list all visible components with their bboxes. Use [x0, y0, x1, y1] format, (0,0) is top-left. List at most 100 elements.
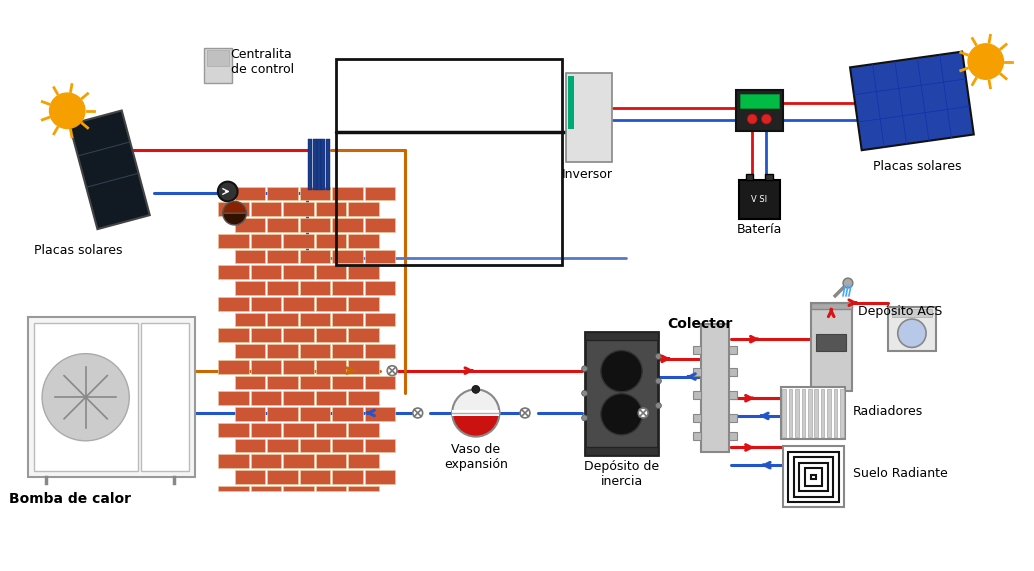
- Bar: [694, 368, 701, 376]
- Bar: [332, 312, 363, 327]
- Bar: [817, 333, 846, 352]
- Wedge shape: [452, 413, 499, 437]
- Bar: [365, 218, 395, 232]
- Bar: [789, 389, 792, 437]
- Text: Inversor: Inversor: [561, 168, 612, 181]
- Bar: [300, 281, 330, 295]
- Bar: [332, 281, 363, 295]
- Bar: [365, 344, 395, 358]
- Bar: [315, 423, 346, 437]
- Bar: [235, 281, 265, 295]
- Bar: [315, 297, 346, 311]
- Circle shape: [656, 353, 662, 359]
- Bar: [251, 297, 281, 311]
- Circle shape: [843, 278, 853, 288]
- Bar: [348, 455, 378, 468]
- Bar: [795, 389, 798, 437]
- Bar: [365, 250, 395, 263]
- Bar: [283, 234, 314, 248]
- Bar: [251, 234, 281, 248]
- Bar: [801, 389, 805, 437]
- Bar: [799, 463, 827, 491]
- Bar: [783, 389, 786, 437]
- Bar: [729, 432, 736, 440]
- Bar: [283, 297, 314, 311]
- Bar: [567, 73, 612, 162]
- Bar: [218, 391, 249, 405]
- Bar: [218, 360, 249, 373]
- Circle shape: [50, 93, 85, 128]
- Circle shape: [218, 182, 238, 202]
- Bar: [283, 360, 314, 373]
- Bar: [312, 139, 316, 191]
- Bar: [251, 328, 281, 342]
- Circle shape: [761, 114, 771, 124]
- Bar: [267, 470, 298, 484]
- Bar: [840, 389, 844, 437]
- Bar: [315, 266, 346, 279]
- Bar: [783, 447, 844, 508]
- Bar: [251, 455, 281, 468]
- Bar: [300, 376, 330, 389]
- Bar: [348, 328, 378, 342]
- Bar: [348, 266, 378, 279]
- Bar: [694, 414, 701, 422]
- Bar: [827, 389, 830, 437]
- Bar: [738, 180, 780, 219]
- Polygon shape: [850, 51, 974, 150]
- Bar: [251, 202, 281, 216]
- Bar: [267, 187, 298, 200]
- Text: V SI: V SI: [752, 195, 767, 204]
- Bar: [326, 139, 330, 191]
- Bar: [235, 407, 265, 421]
- Bar: [300, 344, 330, 358]
- Bar: [694, 391, 701, 399]
- Circle shape: [968, 44, 1003, 79]
- Bar: [584, 332, 659, 340]
- Wedge shape: [222, 202, 246, 213]
- Text: Suelo Radiante: Suelo Radiante: [853, 467, 947, 480]
- Bar: [315, 455, 346, 468]
- Bar: [804, 468, 822, 485]
- Bar: [694, 432, 701, 440]
- Bar: [267, 344, 298, 358]
- Bar: [833, 389, 838, 437]
- Bar: [207, 50, 229, 66]
- Circle shape: [582, 415, 587, 421]
- Text: Vaso de
expansión: Vaso de expansión: [444, 443, 508, 471]
- Text: Bomba de calor: Bomba de calor: [9, 492, 131, 506]
- Bar: [811, 303, 852, 391]
- Bar: [365, 439, 395, 452]
- Bar: [315, 486, 346, 490]
- Bar: [235, 218, 265, 232]
- Bar: [569, 77, 574, 130]
- Bar: [267, 312, 298, 327]
- Bar: [300, 407, 330, 421]
- Bar: [283, 328, 314, 342]
- Bar: [283, 455, 314, 468]
- Bar: [142, 323, 189, 471]
- Bar: [322, 139, 326, 191]
- Bar: [300, 312, 330, 327]
- Bar: [315, 360, 346, 373]
- Bar: [365, 312, 395, 327]
- Wedge shape: [222, 213, 246, 225]
- Bar: [300, 250, 330, 263]
- Text: Radiadores: Radiadores: [853, 404, 923, 417]
- Text: Placas solares: Placas solares: [873, 160, 961, 173]
- Circle shape: [42, 353, 129, 441]
- Circle shape: [601, 393, 642, 435]
- Bar: [28, 317, 195, 477]
- Bar: [251, 266, 281, 279]
- Bar: [729, 346, 736, 354]
- Bar: [332, 218, 363, 232]
- Circle shape: [520, 408, 530, 418]
- Bar: [584, 447, 659, 455]
- Bar: [283, 391, 314, 405]
- Bar: [332, 439, 363, 452]
- Bar: [348, 234, 378, 248]
- Circle shape: [472, 385, 480, 393]
- Bar: [365, 187, 395, 200]
- Bar: [365, 376, 395, 389]
- Bar: [694, 346, 701, 354]
